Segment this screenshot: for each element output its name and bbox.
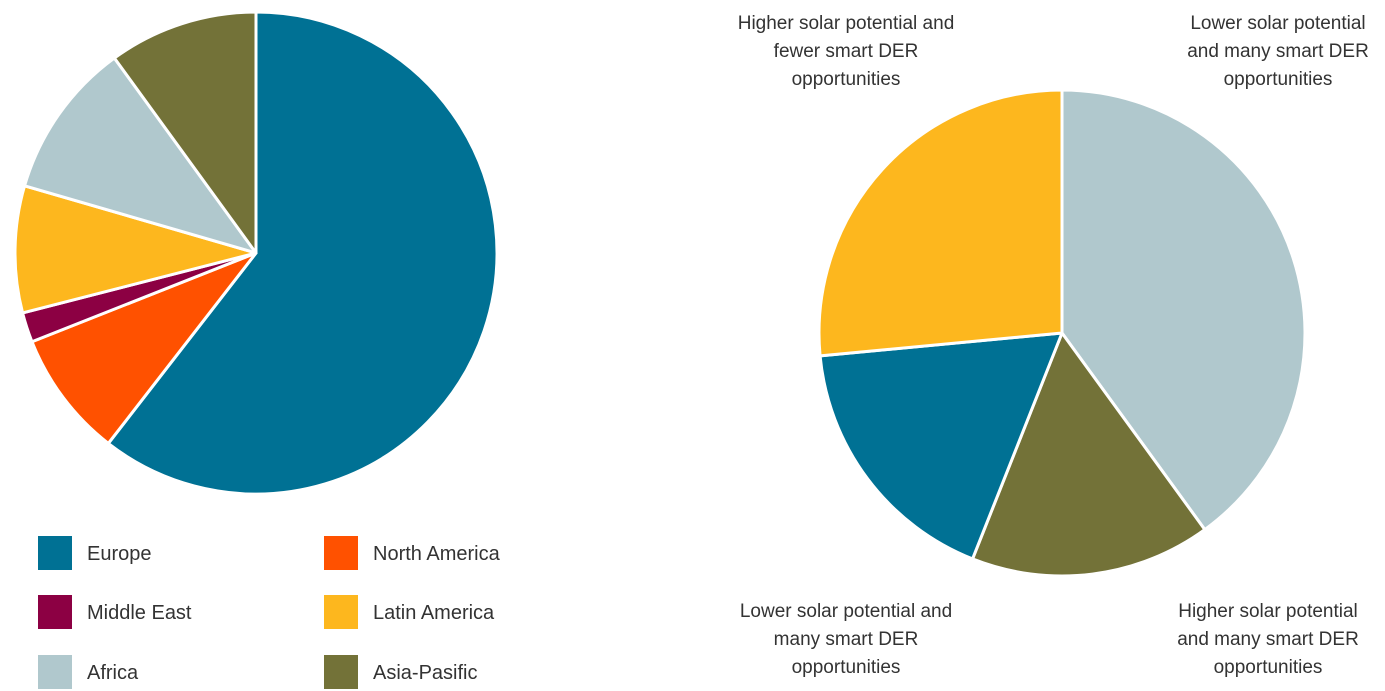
pie2-slice-higher-solar-potential-and-fewer-smart-der-opportunities-3 xyxy=(817,88,1064,358)
legend-label-asia-pasific: Asia-Pasific xyxy=(373,662,477,684)
pie2-slice-higher-solar-potential-and-many-smart-der-opportunities-1 xyxy=(971,331,1207,578)
legend-swatch-latin-america xyxy=(324,595,358,629)
legend-label-north-america: North America xyxy=(373,543,501,565)
pie1-slice-asia-pasific-5 xyxy=(112,10,258,255)
annotation-bottom-left: Lower solar potential and many smart DER o… xyxy=(740,601,952,678)
pie2-slice-lower-solar-potential-and-many-smart-der-opportunities-0 xyxy=(1060,88,1307,532)
pie1-slice-latin-america-3 xyxy=(13,184,258,315)
legend-swatch-north-america xyxy=(324,536,358,570)
annotation-bottom-right: Higher solar potential and many smart DER… xyxy=(1177,601,1359,678)
annotation-top-left: Higher solar potential and fewer smart DE… xyxy=(738,13,955,90)
solar-der-pie-chart xyxy=(817,88,1307,578)
legend-swatch-europe xyxy=(38,536,72,570)
solar-der-annotations: Higher solar potential and fewer smart DE… xyxy=(738,13,1369,678)
pie1-slice-africa-4 xyxy=(23,56,258,255)
regional-pie-legend: Europe North America Middle East Latin Amer… xyxy=(38,536,501,689)
legend-label-middle-east: Middle East xyxy=(87,602,192,624)
legend-label-europe: Europe xyxy=(87,543,152,565)
legend-swatch-africa xyxy=(38,655,72,689)
legend-swatch-middle-east xyxy=(38,595,72,629)
pie1-slice-europe-0 xyxy=(106,10,499,496)
legend-swatch-asia-pasific xyxy=(324,655,358,689)
pie2-slice-lower-solar-potential-and-many-smart-der-opportunities-2 xyxy=(818,331,1064,561)
regional-pie-chart xyxy=(13,10,499,496)
annotation-top-right: Lower solar potential and many smart DER o… xyxy=(1187,13,1369,90)
pie1-slice-north-america-1 xyxy=(30,251,258,445)
legend-label-africa: Africa xyxy=(87,662,139,684)
legend-label-latin-america: Latin America xyxy=(373,602,495,624)
